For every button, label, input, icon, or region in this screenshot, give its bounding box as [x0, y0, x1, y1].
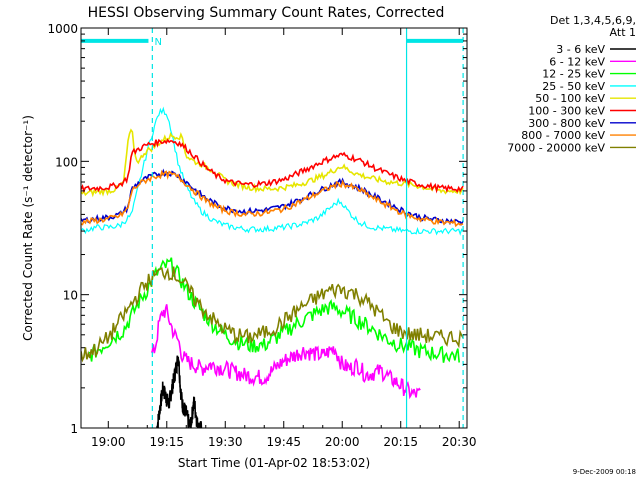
chart-title: HESSI Observing Summary Count Rates, Cor… — [88, 5, 445, 21]
legend-label-8: 7000 - 20000 keV — [507, 141, 605, 154]
y-tick-label-0: 1 — [70, 422, 78, 436]
x-tick-label-4: 20:00 — [325, 435, 360, 449]
legend-header-line-1: Det 1,3,4,5,6,9, — [550, 14, 636, 27]
series-line-3 — [81, 106, 464, 236]
series-line-5 — [81, 138, 464, 194]
legend-header-line-2: Att 1 — [610, 26, 636, 39]
plot-frame — [80, 27, 468, 429]
series-line-1 — [151, 304, 421, 400]
marker-layer: N — [81, 28, 464, 428]
y-tick-label-1: 10 — [63, 289, 78, 303]
axis-ticks: 19:00 19:15 19:30 19:45 20:00 20:15 20:30 1 10 10… — [47, 22, 476, 449]
series-line-7 — [81, 169, 464, 228]
x-tick-label-3: 19:45 — [266, 435, 301, 449]
series-line-0 — [156, 355, 203, 428]
series-line-4 — [81, 128, 464, 198]
legend-label-4: 50 - 100 keV — [535, 92, 605, 105]
legend-label-0: 3 - 6 keV — [556, 43, 605, 56]
top-marker-label: N — [154, 37, 161, 48]
legend-label-7: 800 - 7000 keV — [521, 129, 605, 142]
y-axis-label: Corrected Count Rate (s⁻¹ detector⁻¹) — [21, 115, 35, 341]
x-tick-label-0: 19:00 — [91, 435, 126, 449]
legend-label-5: 100 - 300 keV — [528, 105, 605, 118]
series-layer — [81, 106, 464, 428]
footer-timestamp: 9-Dec-2009 00:18 — [573, 468, 636, 476]
y-tick-label-3: 1000 — [47, 22, 78, 36]
legend-label-6: 300 - 800 keV — [528, 117, 605, 130]
legend-label-2: 12 - 25 keV — [542, 68, 605, 81]
x-tick-label-5: 20:15 — [383, 435, 418, 449]
series-line-2 — [88, 257, 460, 363]
y-tick-label-2: 100 — [55, 155, 78, 169]
series-line-8 — [81, 266, 464, 363]
series-line-6 — [81, 168, 464, 226]
x-tick-label-1: 19:15 — [149, 435, 184, 449]
x-tick-label-6: 20:30 — [442, 435, 477, 449]
x-axis-label: Start Time (01-Apr-02 18:53:02) — [178, 456, 370, 470]
x-tick-label-2: 19:30 — [208, 435, 243, 449]
legend-label-1: 6 - 12 keV — [549, 55, 605, 68]
legend-label-3: 25 - 50 keV — [542, 80, 605, 93]
